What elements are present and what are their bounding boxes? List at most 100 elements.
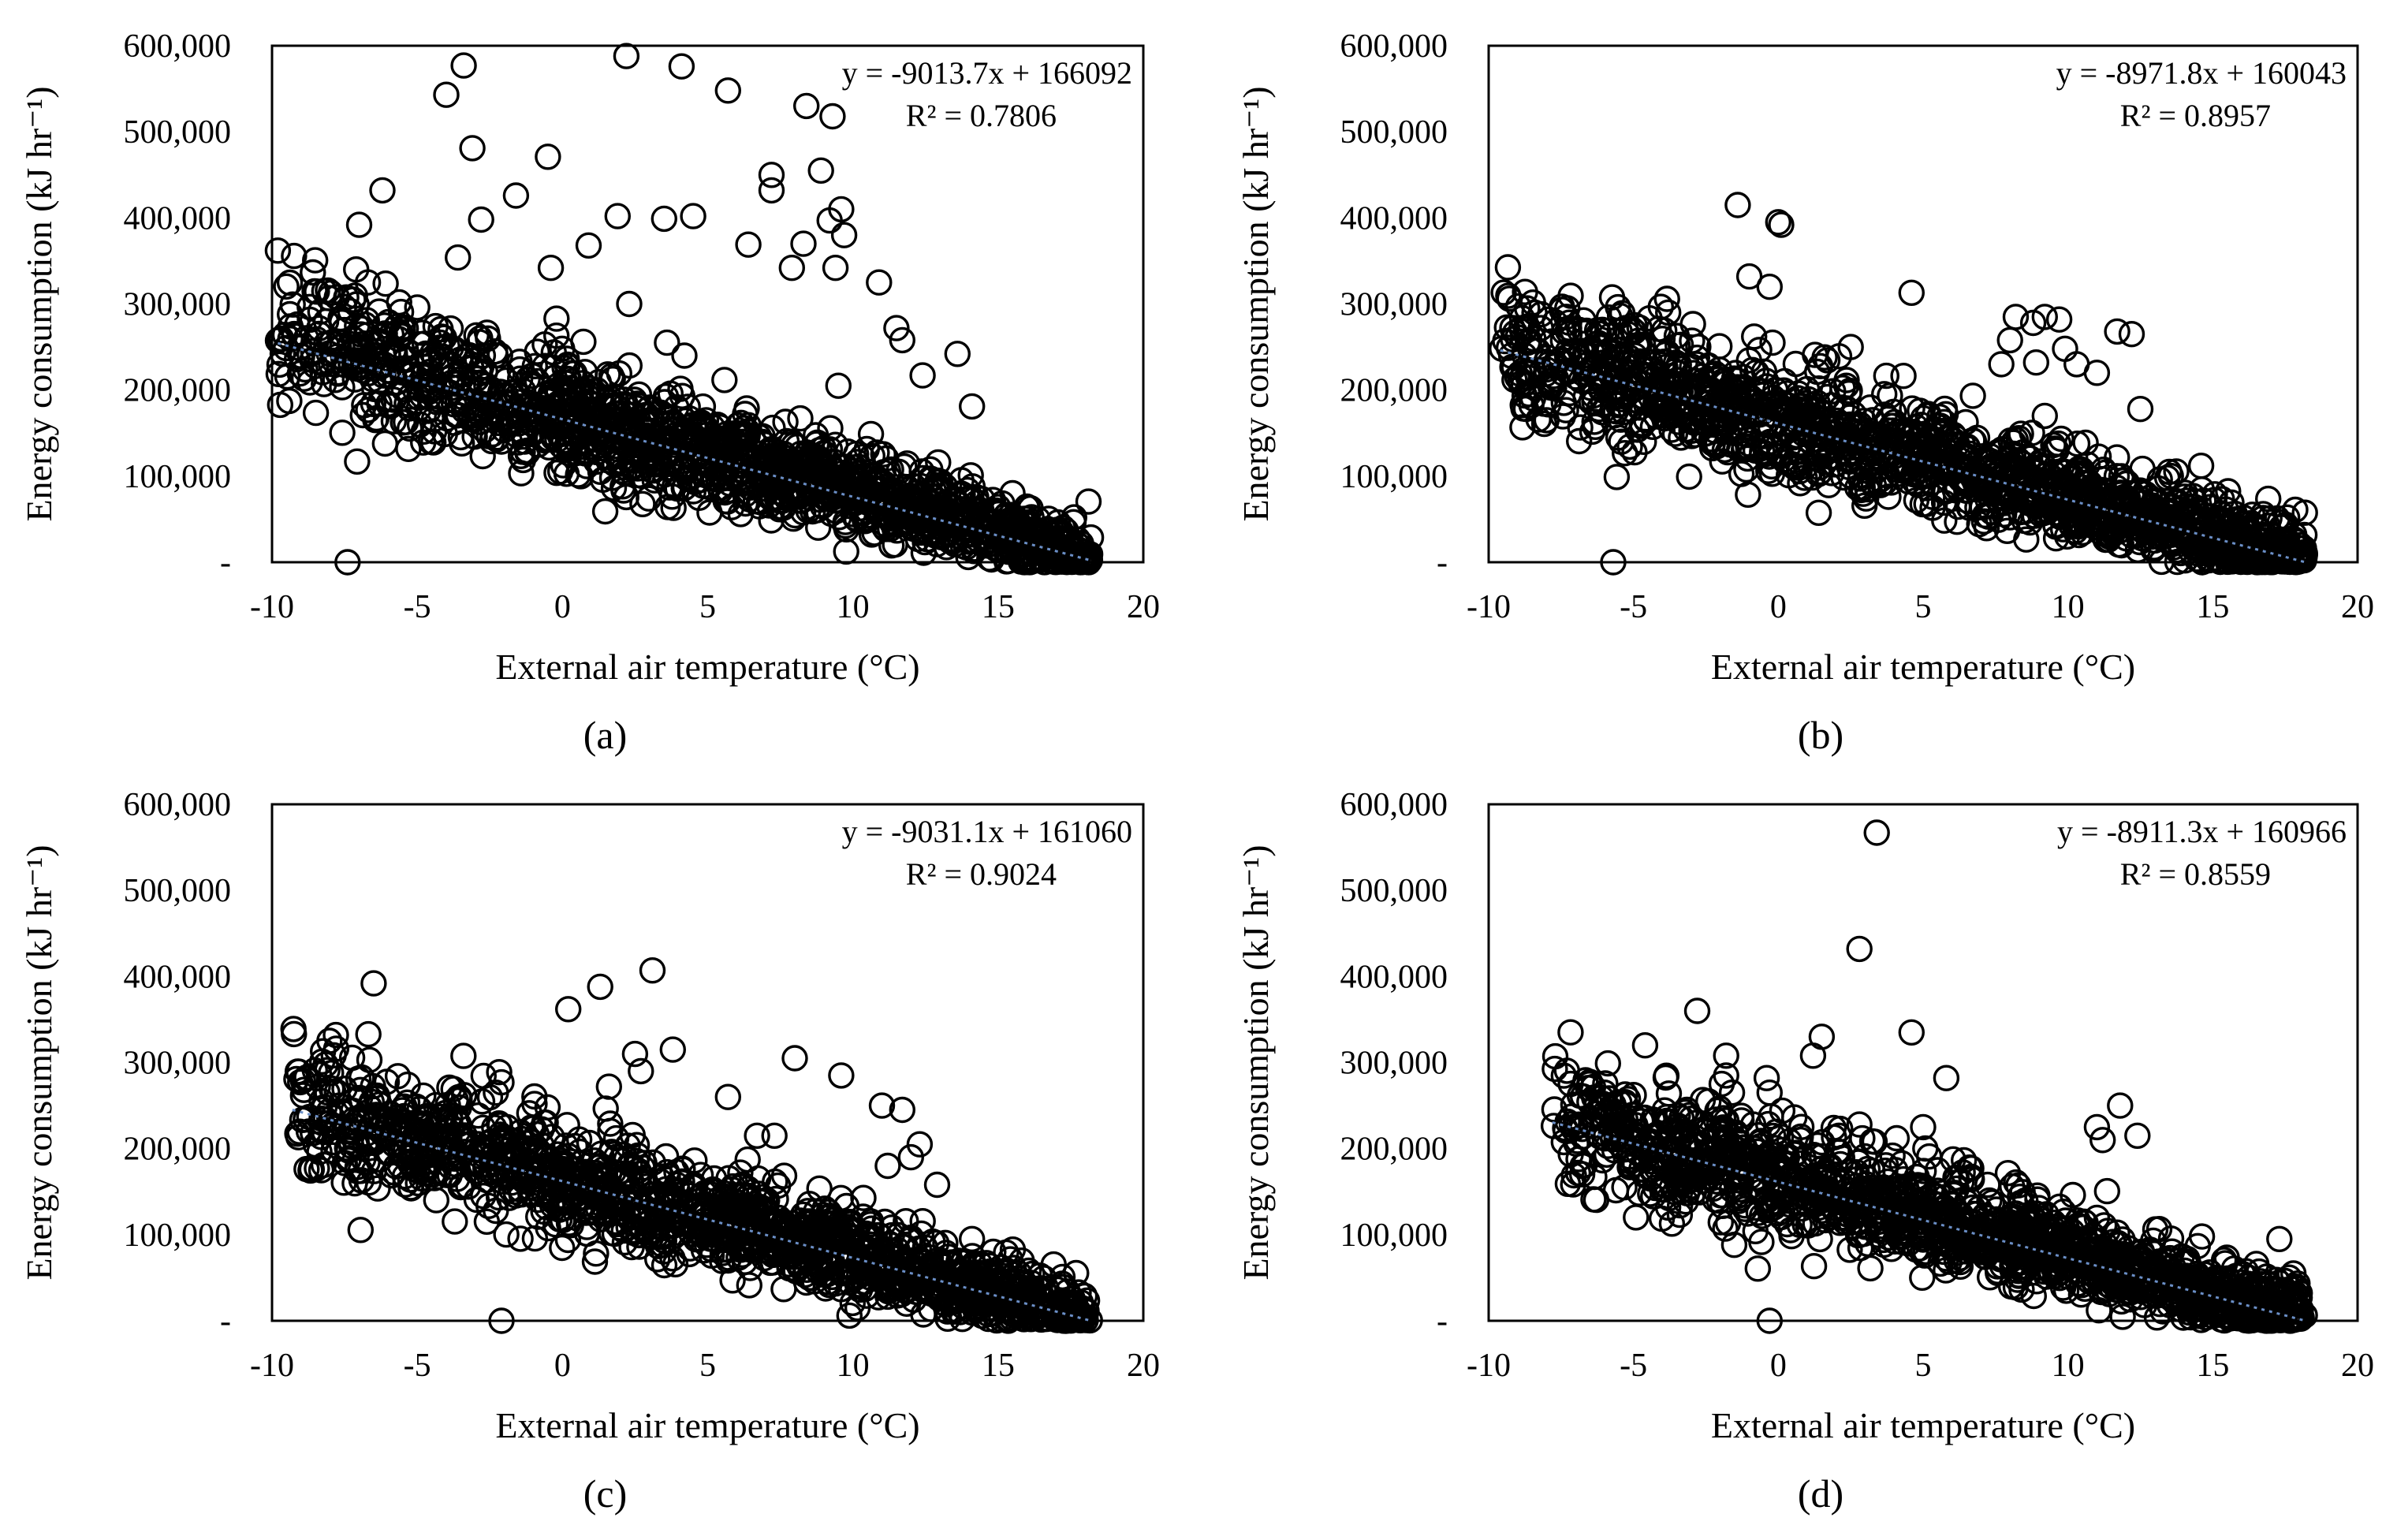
scatter-panel-c: -100,000200,000300,000400,000500,000600,… <box>19 787 1160 1516</box>
data-point <box>782 502 809 529</box>
data-point <box>682 416 709 442</box>
data-point <box>264 237 292 264</box>
data-point <box>427 329 454 356</box>
data-point <box>923 1171 951 1199</box>
data-point <box>1041 543 1068 570</box>
data-point <box>404 294 431 321</box>
data-point <box>761 1122 788 1150</box>
x-tick-label: 5 <box>699 589 716 625</box>
plot-frame <box>1487 44 2359 564</box>
data-point <box>1024 539 1051 566</box>
data-point <box>411 330 438 357</box>
data-point <box>874 1152 901 1180</box>
y-tick-label: 600,000 <box>124 28 232 65</box>
data-point <box>355 360 382 387</box>
data-point <box>979 487 1007 513</box>
trend-line <box>277 341 1092 562</box>
data-point <box>508 460 535 487</box>
data-point <box>329 419 356 446</box>
data-point <box>772 408 799 435</box>
y-tick-label: 100,000 <box>124 1217 232 1254</box>
data-point <box>267 391 293 419</box>
data-point <box>518 370 545 397</box>
data-point <box>809 493 836 520</box>
data-point <box>616 408 643 435</box>
data-point <box>467 360 494 387</box>
data-point <box>956 500 983 528</box>
y-tick-label: 400,000 <box>1340 200 1448 237</box>
data-point <box>1959 382 1986 409</box>
data-point <box>680 478 707 505</box>
data-point <box>279 291 306 318</box>
data-point <box>592 1095 619 1122</box>
data-point <box>393 408 419 435</box>
data-point <box>358 341 385 368</box>
data-point <box>638 439 665 467</box>
data-point <box>475 325 501 352</box>
data-point <box>930 501 958 528</box>
data-point <box>419 374 447 401</box>
x-tick-label: -5 <box>404 1348 431 1384</box>
data-point <box>863 468 889 495</box>
data-point <box>828 479 855 505</box>
y-tick-label: 300,000 <box>124 287 232 323</box>
data-point <box>891 453 918 480</box>
data-point <box>360 970 387 997</box>
data-point <box>833 538 859 565</box>
data-point <box>643 451 669 478</box>
data-point <box>493 1221 520 1248</box>
data-point <box>688 411 716 438</box>
data-point <box>685 484 713 511</box>
points <box>280 956 1103 1334</box>
data-point <box>651 205 677 233</box>
data-point <box>300 259 326 286</box>
data-point <box>1034 516 1061 543</box>
data-point <box>828 1062 855 1089</box>
y-tick-label: 500,000 <box>124 114 232 151</box>
data-point <box>2187 453 2215 479</box>
data-point <box>2093 1177 2121 1205</box>
x-axis-title: External air temperature (°C) <box>1711 647 2135 687</box>
x-tick-label: 10 <box>2052 589 2085 625</box>
data-point <box>1996 326 2023 354</box>
data-point <box>354 269 382 296</box>
data-point <box>595 387 621 414</box>
points <box>1489 192 2319 576</box>
y-tick-label: 400,000 <box>124 200 232 237</box>
data-point <box>897 513 924 540</box>
regression-equation: y = -8971.8x + 160043 <box>2056 55 2347 91</box>
data-point <box>459 135 486 162</box>
data-point <box>469 342 497 369</box>
data-point <box>714 488 741 515</box>
data-point <box>281 242 308 270</box>
data-point <box>445 244 472 271</box>
data-point <box>302 399 330 427</box>
data-point <box>866 269 893 296</box>
data-point <box>2083 360 2111 386</box>
data-point <box>570 328 597 356</box>
data-point <box>778 473 806 500</box>
data-point <box>1724 192 1751 218</box>
data-point <box>341 366 368 393</box>
data-point <box>889 326 916 354</box>
data-point <box>755 446 781 474</box>
x-tick-label: -10 <box>1467 589 1511 625</box>
x-tick-label: 20 <box>1127 589 1160 625</box>
data-point <box>2129 455 2156 483</box>
data-point <box>371 430 398 457</box>
data-point <box>1014 494 1041 521</box>
y-tick-label: - <box>1437 545 1448 581</box>
data-point <box>372 270 399 297</box>
data-point <box>360 390 387 417</box>
x-tick-label: 10 <box>837 589 870 625</box>
points <box>1540 819 2318 1334</box>
data-point <box>817 475 844 502</box>
data-point <box>1067 547 1094 574</box>
data-point <box>722 429 749 457</box>
data-point <box>359 329 386 356</box>
data-point <box>482 338 509 365</box>
data-point <box>2031 402 2059 430</box>
x-tick-label: -10 <box>250 1348 294 1384</box>
data-point <box>575 232 602 259</box>
